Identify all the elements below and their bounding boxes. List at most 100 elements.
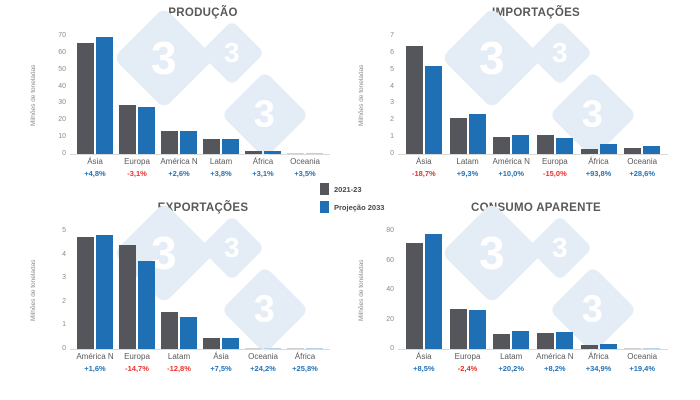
- category-label: América N: [76, 352, 114, 361]
- chart-area: Milhões de toneladas 0 1 2 3 4 5 3 3 3: [30, 202, 342, 354]
- bar-group: [402, 36, 446, 154]
- bar-projecao-2033: [424, 233, 442, 349]
- panel-producao: PRODUÇÃO Milhões de toneladas 0 10 20 30 40 5…: [30, 6, 342, 196]
- bar-2021-23: [449, 117, 467, 154]
- y-tick-label: 20: [58, 116, 66, 124]
- bar-group: [620, 36, 664, 154]
- category-labels-row: Ásia +8,5% Europa -2,4% Latam +20,2% América N…: [398, 352, 668, 373]
- bar-group: [200, 36, 242, 154]
- chart-area: Milhões de toneladas 0 1 2 3 4 5 6 7 3 3 3: [358, 7, 680, 159]
- category-label: Europa: [124, 157, 150, 166]
- legend-label: 2021-23: [334, 184, 362, 194]
- bar-group: [402, 231, 446, 349]
- category-group: Latam +9,3%: [446, 157, 490, 178]
- y-axis-ticks: 0 1 2 3 4 5: [44, 227, 70, 352]
- y-tick-label: 3: [62, 274, 66, 282]
- change-label: +10,0%: [498, 169, 524, 178]
- bar-group: [446, 36, 490, 154]
- bar-projecao-2033: [138, 106, 155, 154]
- legend-label: Projeção 2033: [334, 202, 385, 212]
- category-group: Ásia +4,8%: [74, 157, 116, 178]
- bar-projecao-2033: [424, 66, 442, 154]
- bar-2021-23: [287, 347, 304, 349]
- category-label: América N: [536, 352, 574, 361]
- category-label: Europa: [454, 352, 481, 361]
- bar-2021-23: [245, 347, 262, 349]
- bar-projecao-2033: [599, 144, 617, 154]
- category-label: Europa: [124, 352, 150, 361]
- plot-area: 3 3 3: [398, 7, 668, 159]
- category-group: África +3,1%: [242, 157, 284, 178]
- category-group: Oceania +3,5%: [284, 157, 326, 178]
- category-labels-row: Ásia +4,8% Europa -3,1% América N +2,6% Latam +…: [70, 157, 330, 178]
- y-axis-label: Milhões de toneladas: [30, 259, 37, 321]
- bar-group: [533, 231, 577, 349]
- bar-group: [116, 36, 158, 154]
- change-label: +1,6%: [84, 364, 106, 373]
- bar-group: [116, 231, 158, 349]
- bar-2021-23: [161, 312, 178, 349]
- bar-2021-23: [624, 148, 642, 154]
- panel-importacoes: IMPORTAÇÕES Milhões de toneladas 0 1 2 3 4 5 6…: [358, 6, 680, 196]
- change-label: -18,7%: [411, 169, 436, 178]
- category-group: América N +2,6%: [158, 157, 200, 178]
- category-label: Latam: [456, 157, 479, 166]
- category-label: África: [294, 352, 316, 361]
- panel-exportacoes: EXPORTAÇÕES Milhões de toneladas 0 1 2 3 4 5 …: [30, 201, 342, 391]
- bar-2021-23: [580, 345, 598, 349]
- bar-group: [200, 231, 242, 349]
- category-label: Latam: [167, 352, 191, 361]
- y-tick-label: 5: [390, 65, 394, 73]
- bars-row: [70, 36, 330, 154]
- plot-area: 3 3 3: [70, 7, 330, 159]
- category-label: Ásia: [416, 157, 432, 166]
- category-group: Ásia -18,7%: [402, 157, 446, 178]
- change-label: -3,1%: [127, 169, 147, 178]
- y-tick-label: 1: [62, 321, 66, 329]
- bar-projecao-2033: [512, 330, 530, 349]
- bar-projecao-2033: [138, 260, 155, 349]
- category-group: Latam -12,8%: [158, 352, 200, 373]
- category-label: Latam: [500, 352, 523, 361]
- bar-projecao-2033: [555, 331, 573, 349]
- y-tick-label: 2: [390, 116, 394, 124]
- bar-projecao-2033: [96, 37, 113, 154]
- bar-2021-23: [245, 150, 262, 154]
- category-group: América N +8,2%: [533, 352, 577, 373]
- category-group: África +93,8%: [577, 157, 621, 178]
- bar-2021-23: [449, 309, 467, 349]
- bar-group: [158, 231, 200, 349]
- bar-2021-23: [77, 42, 94, 154]
- legend-swatch-2021-23: [320, 183, 329, 195]
- category-group: Oceania +28,6%: [620, 157, 664, 178]
- change-label: -15,0%: [542, 169, 567, 178]
- bar-projecao-2033: [96, 235, 113, 349]
- category-labels-row: América N +1,6% Europa -14,7% Latam -12,8% Ási…: [70, 352, 330, 373]
- bar-2021-23: [203, 139, 220, 154]
- y-tick-label: 40: [386, 286, 394, 293]
- change-label: -2,4%: [457, 364, 478, 373]
- bar-projecao-2033: [264, 150, 281, 154]
- chart-title-consumo-aparente: CONSUMO APARENTE: [470, 202, 602, 214]
- bar-projecao-2033: [264, 347, 281, 349]
- category-label: Latam: [209, 157, 233, 166]
- change-label: +34,9%: [585, 364, 612, 373]
- chart-area: Milhões de toneladas 0 10 20 30 40 50 60 70 3 3…: [30, 7, 342, 159]
- bar-projecao-2033: [222, 138, 239, 154]
- change-label: +3,8%: [210, 169, 232, 178]
- category-label: América N: [492, 157, 530, 166]
- category-group: África +25,8%: [284, 352, 326, 373]
- bar-projecao-2033: [643, 146, 661, 154]
- change-label: +28,6%: [629, 169, 656, 178]
- bar-2021-23: [119, 245, 136, 349]
- plot-area: 3 3 3: [70, 202, 330, 354]
- category-label: América N: [160, 157, 198, 166]
- change-label: +9,3%: [456, 169, 479, 178]
- bar-2021-23: [287, 152, 304, 154]
- bar-projecao-2033: [512, 135, 530, 154]
- category-label: Europa: [541, 157, 568, 166]
- bar-projecao-2033: [643, 347, 661, 349]
- y-tick-label: 30: [58, 99, 66, 107]
- y-tick-label: 4: [390, 82, 394, 90]
